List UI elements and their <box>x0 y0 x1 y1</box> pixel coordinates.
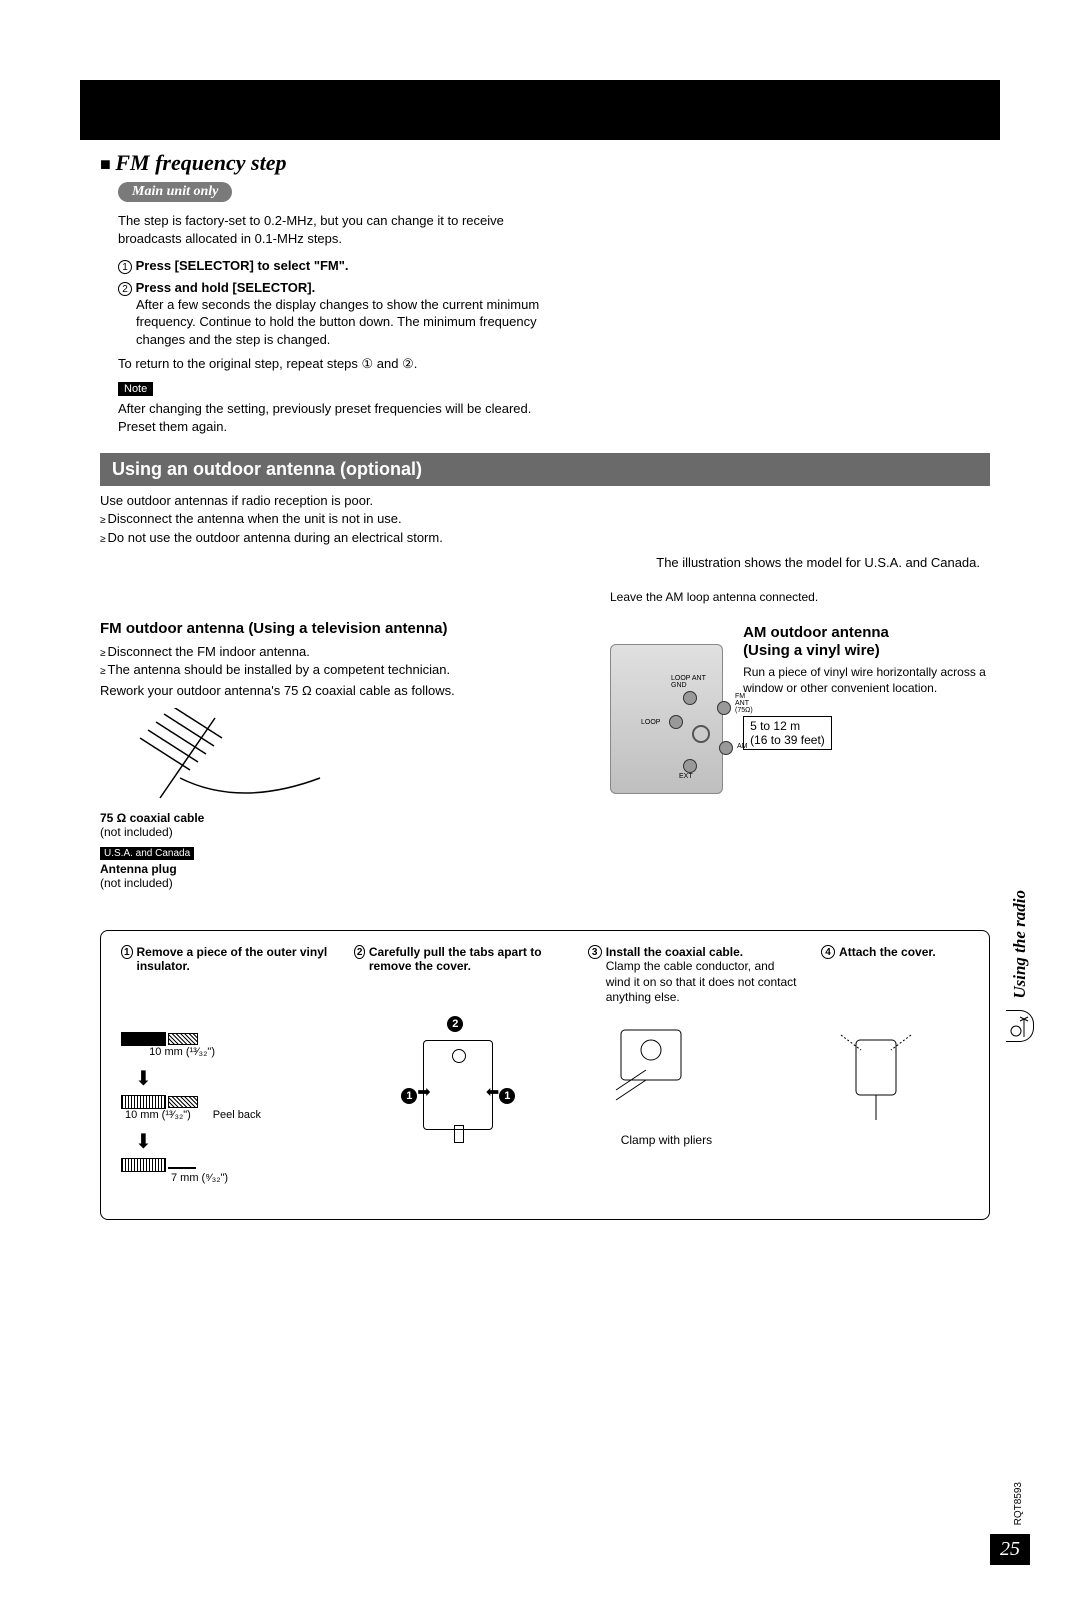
outdoor-intro-line: Use outdoor antennas if radio reception … <box>100 492 990 510</box>
side-tab-icon <box>1006 1010 1034 1042</box>
dstep-2: 2 Carefully pull the tabs apart to remove… <box>354 945 565 1006</box>
am-column: Leave the AM loop antenna connected. LOO… <box>610 590 990 890</box>
outdoor-antenna-bar: Using an outdoor antenna (optional) <box>100 453 990 486</box>
port-loop <box>669 715 683 729</box>
circ-1b: 1 <box>499 1088 515 1104</box>
loop-antenna-note: Leave the AM loop antenna connected. <box>610 590 990 604</box>
side-tab-label: Using the radio <box>1010 890 1030 999</box>
cable-prep-diagram: 1 Remove a piece of the outer vinyl insul… <box>100 930 990 1220</box>
plug-open-illus: 2 1 ➡ ⬅ 1 <box>356 1020 561 1192</box>
port-am-label: AM <box>737 743 748 750</box>
antenna-diagram <box>100 708 340 808</box>
am-desc: Run a piece of vinyl wire horizontally a… <box>743 664 990 696</box>
antenna-columns: FM outdoor antenna (Using a television a… <box>100 590 990 890</box>
fm-step-intro: The step is factory-set to 0.2-MHz, but … <box>118 212 548 248</box>
fm-step-list: 1 Press [SELECTOR] to select "FM". 2 Pre… <box>118 258 548 348</box>
step-1-label: Press [SELECTOR] to select "FM". <box>136 258 349 273</box>
diagram-steps-row: 1 Remove a piece of the outer vinyl insul… <box>121 945 969 1006</box>
coax-label-block: 75 Ω coaxial cable (not included) U.S.A.… <box>100 811 580 890</box>
device-rear-panel: LOOP ANT GND FM ANT (75Ω) LOOP AM EXT <box>610 644 723 794</box>
port-ext <box>683 759 697 773</box>
dnum-4: 4 <box>821 945 835 959</box>
note-label: Note <box>118 382 153 396</box>
port-loop-label: LOOP <box>641 719 660 726</box>
cable-strip-illus: 10 mm (¹³⁄₃₂") ⬇ 10 mm (¹³⁄₃₂") Peel bac… <box>121 1032 326 1192</box>
page-content: FM frequency step Main unit only The ste… <box>0 140 1080 1220</box>
step-num-2: 2 <box>118 282 132 296</box>
port-am <box>719 741 733 755</box>
port-gnd <box>683 691 697 705</box>
main-unit-pill: Main unit only <box>118 182 232 202</box>
diagram-illus-row: 10 mm (¹³⁄₃₂") ⬇ 10 mm (¹³⁄₃₂") Peel bac… <box>121 1020 969 1192</box>
attach-cover-illus <box>826 1020 969 1192</box>
dim-1: 10 mm (¹³⁄₃₂") <box>125 1046 215 1058</box>
plug-body <box>423 1040 493 1130</box>
cover-svg <box>826 1020 936 1130</box>
peel-label: Peel back <box>213 1109 261 1121</box>
fm-column: FM outdoor antenna (Using a television a… <box>100 590 580 890</box>
fm-rework: Rework your outdoor antenna's 75 Ω coaxi… <box>100 683 580 698</box>
step-2: 2 Press and hold [SELECTOR]. After a few… <box>118 280 548 348</box>
coax-label: 75 Ω coaxial cable <box>100 811 580 825</box>
dim-3: 7 mm (⁹⁄₃₂") <box>171 1172 326 1184</box>
plug-label: Antenna plug <box>100 862 580 876</box>
dim-2: 10 mm (¹³⁄₃₂") <box>125 1109 191 1121</box>
plug-sub: (not included) <box>100 876 580 890</box>
port-gnd-label: LOOP ANT GND <box>671 675 722 689</box>
page-number: 25 <box>990 1534 1030 1565</box>
clamp-illus: Clamp with pliers <box>591 1020 796 1192</box>
outdoor-b1: Disconnect the antenna when the unit is … <box>100 510 990 528</box>
port-ext-label: EXT <box>679 773 693 780</box>
note-text: After changing the setting, previously p… <box>118 400 548 435</box>
step-2-label: Press and hold [SELECTOR]. <box>136 280 316 295</box>
dstep-3-d: Clamp the cable conductor, and wind it o… <box>606 959 799 1006</box>
port-fm-label: FM ANT (75Ω) <box>735 693 753 714</box>
am-title-1: AM outdoor antenna <box>743 624 990 642</box>
dist-1: 5 to 12 m <box>750 719 825 733</box>
header-bar <box>80 80 1000 140</box>
arrow-2: ⬇ <box>135 1129 326 1154</box>
dnum-3: 3 <box>588 945 602 959</box>
usa-canada-label: U.S.A. and Canada <box>100 847 194 860</box>
dstep-1: 1 Remove a piece of the outer vinyl insul… <box>121 945 332 1006</box>
screw-icon <box>692 725 710 743</box>
fm-bullets: Disconnect the FM indoor antenna. The an… <box>100 643 580 679</box>
outdoor-intro: Use outdoor antennas if radio reception … <box>100 492 990 547</box>
dist-2: (16 to 39 feet) <box>750 733 825 747</box>
dstep-3: 3 Install the coaxial cable. Clamp the ca… <box>588 945 799 1006</box>
illustration-region-note: The illustration shows the model for U.S… <box>100 555 980 570</box>
dstep-1-t: Remove a piece of the outer vinyl insula… <box>137 945 333 973</box>
port-fm <box>717 701 731 715</box>
clamp-svg <box>591 1020 731 1130</box>
am-text-block: AM outdoor antenna (Using a vinyl wire) … <box>743 624 990 794</box>
dnum-1: 1 <box>121 945 133 959</box>
dstep-3-t: Install the coaxial cable. <box>606 945 743 959</box>
dnum-2: 2 <box>354 945 365 959</box>
fm-step-title: FM frequency step <box>100 150 990 176</box>
coax-sub: (not included) <box>100 825 580 839</box>
distance-box: 5 to 12 m (16 to 39 feet) <box>743 716 832 750</box>
dstep-4: 4 Attach the cover. <box>821 945 969 1006</box>
circ-1a: 1 <box>401 1088 417 1104</box>
fm-outdoor-title: FM outdoor antenna (Using a television a… <box>100 620 580 637</box>
fm-b2: The antenna should be installed by a com… <box>100 661 580 679</box>
outdoor-b2: Do not use the outdoor antenna during an… <box>100 529 990 547</box>
fm-b1: Disconnect the FM indoor antenna. <box>100 643 580 661</box>
dstep-2-t: Carefully pull the tabs apart to remove … <box>369 945 566 973</box>
clamp-label: Clamp with pliers <box>621 1133 796 1147</box>
return-text: To return to the original step, repeat s… <box>118 356 990 372</box>
step-num-1: 1 <box>118 260 132 274</box>
step-2-desc: After a few seconds the display changes … <box>136 296 548 349</box>
step-1: 1 Press [SELECTOR] to select "FM". <box>118 258 548 274</box>
document-id: RQT8593 <box>1013 1482 1024 1525</box>
arrow-1: ⬇ <box>135 1066 326 1091</box>
dstep-4-t: Attach the cover. <box>839 945 936 959</box>
circ-2: 2 <box>447 1016 463 1032</box>
am-title-2: (Using a vinyl wire) <box>743 642 990 660</box>
